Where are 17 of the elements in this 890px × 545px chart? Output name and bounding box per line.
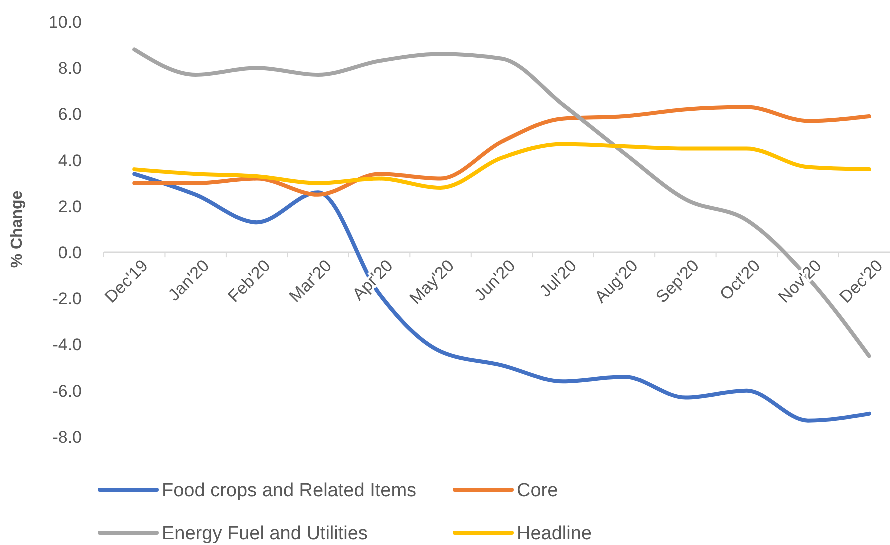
y-tick-label: -2.0 [52, 290, 82, 309]
line-series [132, 142, 872, 190]
legend-label: Core [517, 480, 558, 502]
y-tick-label: -6.0 [52, 382, 82, 401]
y-tick-label: -4.0 [52, 336, 82, 355]
y-tick-label: 8.0 [58, 59, 82, 78]
legend-label: Headline [517, 524, 592, 545]
y-tick-label: 0.0 [58, 244, 82, 263]
legend-label: Food crops and Related Items [162, 480, 417, 502]
line-series [132, 105, 872, 197]
y-tick-label: 6.0 [58, 105, 82, 124]
y-axis-title: % Change [9, 190, 26, 268]
legend-label: Energy Fuel and Utilities [162, 524, 368, 545]
y-tick-label: -8.0 [52, 428, 82, 447]
y-tick-label: 4.0 [58, 151, 82, 170]
y-tick-label: 10.0 [48, 12, 82, 32]
y-tick-label: 2.0 [58, 197, 82, 216]
